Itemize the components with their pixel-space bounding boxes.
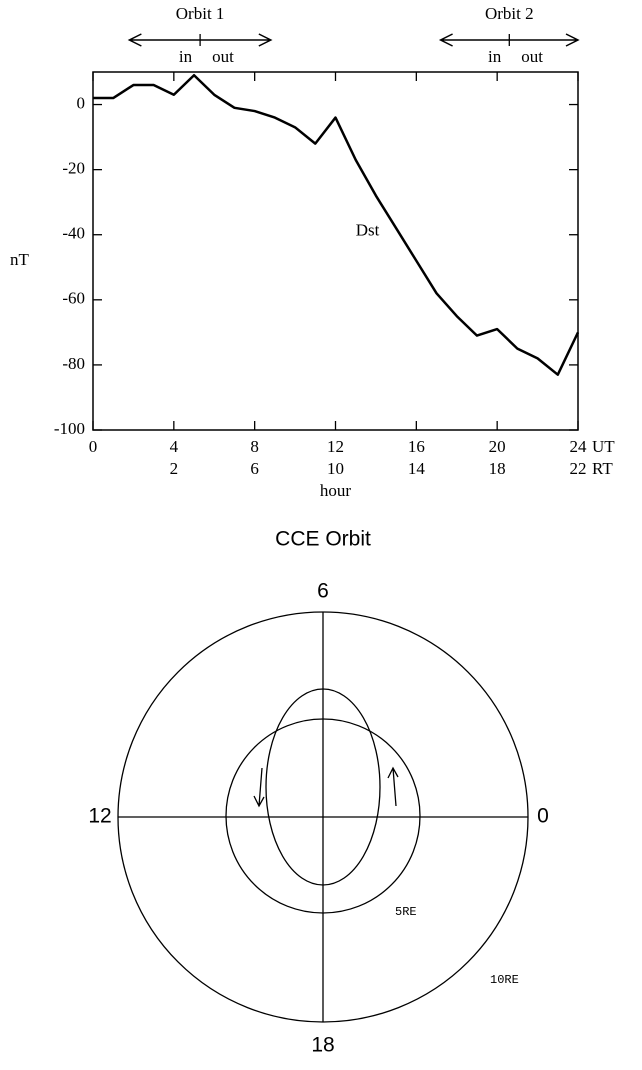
y-tick-label: -80 [62,354,85,373]
x2-tick-label: 2 [170,459,179,478]
orbit-in: in [179,47,193,66]
y-axis-label: nT [10,250,30,269]
y-tick-label: -20 [62,159,85,178]
x-tick-label: 24 [570,437,588,456]
data-line [93,74,580,376]
orbit-diagram: CCE Orbit 6 12 0 18 5RE 10RE [88,528,549,1057]
direction-label: 12 [88,805,111,828]
x2-tick-label: 6 [250,459,259,478]
x-tick-label: 8 [250,437,259,456]
x-tick-label: 4 [170,437,179,456]
orbit-label: Orbit 1 [176,4,225,23]
direction-label: 0 [537,805,549,828]
orbit-label: Orbit 2 [485,4,534,23]
plot-frame [92,71,579,431]
orbit-out: out [521,47,543,66]
direction-label: 18 [311,1034,334,1057]
direction-arrow [253,767,265,808]
y-tick-label: -100 [54,419,85,438]
x-tick-label: 12 [327,437,344,456]
x2-tick-label: 18 [489,459,506,478]
x2-tick-label: 14 [408,459,426,478]
y-tick-label: -60 [62,289,85,308]
orbit-out: out [212,47,234,66]
y-tick-label: 0 [77,93,86,112]
x-tick-label: 20 [489,437,506,456]
x2-unit: RT [592,459,613,478]
diagram-title: CCE Orbit [275,528,371,551]
x2-tick-label: 22 [570,459,587,478]
direction-label: 6 [317,580,329,603]
orbit-in: in [488,47,502,66]
series-label: Dst [356,220,380,239]
y-tick-label: -40 [62,224,85,243]
x-axis-label: hour [320,481,352,500]
x-unit: UT [592,437,615,456]
x-tick-label: 16 [408,437,425,456]
direction-arrow [387,766,399,807]
ring-label: 10RE [490,973,519,987]
x-tick-label: 0 [89,437,98,456]
ring-label: 5RE [395,905,417,919]
x2-tick-label: 10 [327,459,344,478]
